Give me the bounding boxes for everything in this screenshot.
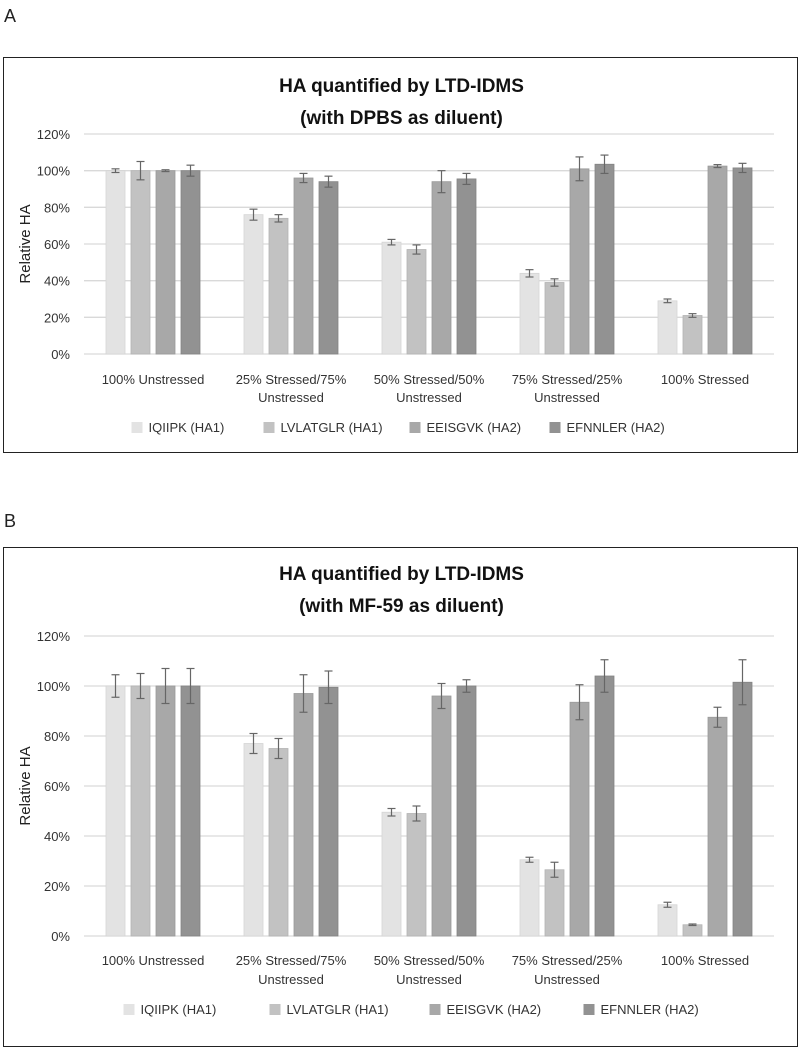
- x-tick-label: 50% Stressed/50%: [374, 372, 485, 387]
- bar: [318, 181, 339, 355]
- bar: [155, 685, 176, 937]
- x-tick-label: 100% Stressed: [661, 372, 749, 387]
- legend-label: EEISGVK (HA2): [447, 1002, 542, 1017]
- bar: [682, 315, 703, 355]
- bar: [594, 675, 615, 937]
- legend-label: EFNNLER (HA2): [601, 1002, 699, 1017]
- x-tick-label: 25% Stressed/75%: [236, 953, 347, 968]
- bar: [544, 869, 565, 937]
- bar: [180, 170, 201, 355]
- bar: [431, 695, 452, 937]
- y-tick-label: 80%: [44, 729, 70, 744]
- y-axis-title: Relative HA: [17, 204, 34, 283]
- legend-label: EEISGVK (HA2): [427, 420, 522, 435]
- y-tick-label: 40%: [44, 274, 70, 289]
- y-tick-label: 100%: [37, 164, 71, 179]
- legend-label: LVLATGLR (HA1): [281, 420, 383, 435]
- x-tick-label: 75% Stressed/25%: [512, 372, 623, 387]
- bar: [243, 743, 264, 937]
- legend-swatch: [123, 1004, 135, 1015]
- x-tick-label: Unstressed: [396, 972, 462, 987]
- x-tick-label: Unstressed: [396, 390, 462, 405]
- legend-swatch: [409, 422, 421, 433]
- y-tick-label: 20%: [44, 879, 70, 894]
- x-tick-label: 100% Unstressed: [102, 372, 205, 387]
- bar: [268, 748, 289, 937]
- y-tick-label: 100%: [37, 679, 71, 694]
- legend-swatch: [549, 422, 561, 433]
- y-tick-label: 120%: [37, 127, 71, 142]
- bar: [293, 693, 314, 937]
- chart-a: HA quantified by LTD-IDMS (with DPBS as d…: [17, 76, 774, 435]
- bar: [732, 681, 753, 937]
- panel-label-b: B: [4, 511, 17, 531]
- bar: [431, 181, 452, 355]
- bar: [707, 165, 728, 355]
- bar: [406, 249, 427, 355]
- x-tick-label: Unstressed: [534, 390, 600, 405]
- bar: [732, 167, 753, 355]
- bar: [707, 716, 728, 937]
- x-tick-label: Unstressed: [534, 972, 600, 987]
- bar: [381, 241, 402, 355]
- y-tick-label: 20%: [44, 310, 70, 325]
- legend-label: IQIIPK (HA1): [141, 1002, 217, 1017]
- bar: [569, 701, 590, 937]
- y-tick-label: 0%: [51, 347, 70, 362]
- legend-swatch: [131, 422, 143, 433]
- panel-label-a: A: [4, 6, 17, 26]
- bar: [519, 859, 540, 937]
- x-tick-label: 25% Stressed/75%: [236, 372, 347, 387]
- bar: [569, 168, 590, 355]
- y-tick-label: 60%: [44, 779, 70, 794]
- y-tick-label: 120%: [37, 629, 71, 644]
- y-tick-label: 60%: [44, 237, 70, 252]
- bar: [519, 272, 540, 355]
- chart-b: HA quantified by LTD-IDMS (with MF-59 as …: [17, 564, 774, 1017]
- bar: [105, 685, 126, 937]
- legend-label: EFNNLER (HA2): [567, 420, 665, 435]
- y-tick-label: 40%: [44, 829, 70, 844]
- legend-swatch: [263, 422, 275, 433]
- bar: [456, 178, 477, 355]
- x-tick-label: 50% Stressed/50%: [374, 953, 485, 968]
- legend-label: IQIIPK (HA1): [149, 420, 225, 435]
- bar: [155, 170, 176, 355]
- bar: [318, 686, 339, 937]
- chart-title: HA quantified by LTD-IDMS: [279, 76, 524, 97]
- chart-subtitle: (with DPBS as diluent): [300, 108, 503, 129]
- x-tick-label: Unstressed: [258, 972, 324, 987]
- bar: [293, 177, 314, 355]
- y-axis-title: Relative HA: [17, 746, 34, 825]
- legend-label: LVLATGLR (HA1): [287, 1002, 389, 1017]
- bar: [657, 904, 678, 937]
- bar: [268, 217, 289, 355]
- y-tick-label: 80%: [44, 200, 70, 215]
- bar: [130, 170, 151, 355]
- chart-title: HA quantified by LTD-IDMS: [279, 564, 524, 585]
- x-tick-label: Unstressed: [258, 390, 324, 405]
- bar: [105, 170, 126, 355]
- x-tick-label: 100% Unstressed: [102, 953, 205, 968]
- bar: [594, 163, 615, 355]
- bar: [544, 282, 565, 355]
- chart-subtitle: (with MF-59 as diluent): [299, 596, 504, 617]
- legend-swatch: [429, 1004, 441, 1015]
- bar: [180, 685, 201, 937]
- bar: [130, 685, 151, 937]
- y-tick-label: 0%: [51, 929, 70, 944]
- chart-b-frame: HA quantified by LTD-IDMS (with MF-59 as …: [3, 547, 798, 1047]
- bar: [682, 924, 703, 937]
- bar: [456, 685, 477, 937]
- x-tick-label: 100% Stressed: [661, 953, 749, 968]
- chart-a-frame: HA quantified by LTD-IDMS (with DPBS as d…: [3, 57, 798, 453]
- bar: [657, 300, 678, 355]
- bar: [381, 811, 402, 937]
- bar: [406, 813, 427, 937]
- legend-swatch: [583, 1004, 595, 1015]
- bar: [243, 214, 264, 355]
- x-tick-label: 75% Stressed/25%: [512, 953, 623, 968]
- legend-swatch: [269, 1004, 281, 1015]
